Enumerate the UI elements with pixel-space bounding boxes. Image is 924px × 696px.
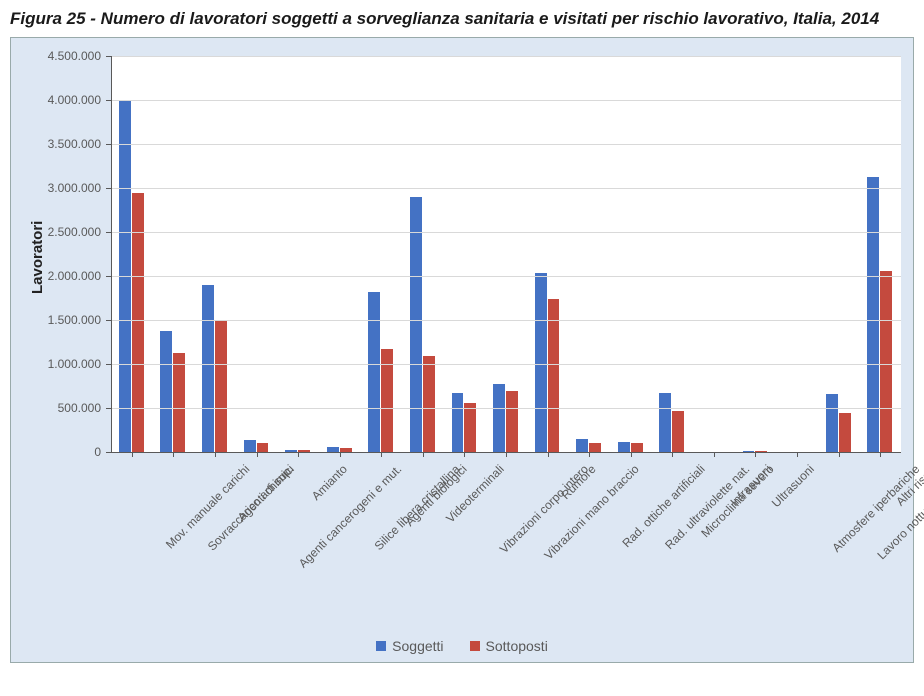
x-tick-mark: [340, 452, 341, 457]
y-axis-line: [111, 56, 112, 452]
bar: [880, 271, 892, 452]
gridline: [111, 232, 901, 233]
x-tick-mark: [672, 452, 673, 457]
bar: [535, 273, 547, 453]
bar: [672, 411, 684, 452]
x-tick-mark: [215, 452, 216, 457]
bar: [452, 393, 464, 452]
bar: [257, 443, 269, 453]
bar: [244, 440, 256, 452]
legend: Soggetti Sottoposti: [11, 638, 913, 654]
x-tick-mark: [797, 452, 798, 457]
y-tick-label: 3.000.000: [11, 181, 101, 195]
y-tick-label: 0: [11, 445, 101, 459]
bar: [826, 394, 838, 452]
x-category-label: Agenti cancerogeni e mut.: [295, 462, 403, 570]
bar: [618, 442, 630, 453]
bar: [506, 391, 518, 453]
gridline: [111, 144, 901, 145]
y-tick-label: 1.000.000: [11, 357, 101, 371]
x-tick-mark: [298, 452, 299, 457]
bars-layer: [111, 56, 901, 452]
gridline: [111, 320, 901, 321]
x-category-label: Agenti biologici: [403, 462, 470, 529]
y-tick-label: 3.500.000: [11, 137, 101, 151]
x-tick-mark: [631, 452, 632, 457]
x-tick-mark: [506, 452, 507, 457]
y-tick-label: 2.000.000: [11, 269, 101, 283]
legend-item: Soggetti: [376, 638, 443, 654]
bar: [589, 443, 601, 453]
bar: [464, 403, 476, 452]
plot-area: [111, 56, 901, 452]
bar: [839, 413, 851, 453]
bar: [202, 285, 214, 452]
gridline: [111, 188, 901, 189]
legend-item: Sottoposti: [470, 638, 548, 654]
y-tick-label: 4.000.000: [11, 93, 101, 107]
gridline: [111, 364, 901, 365]
x-tick-mark: [548, 452, 549, 457]
x-tick-mark: [423, 452, 424, 457]
bar: [631, 443, 643, 452]
x-tick-mark: [257, 452, 258, 457]
bar: [368, 292, 380, 452]
x-tick-mark: [464, 452, 465, 457]
legend-swatch: [470, 641, 480, 651]
bar: [173, 353, 185, 452]
gridline: [111, 408, 901, 409]
bar: [423, 356, 435, 452]
gridline: [111, 100, 901, 101]
x-category-label: Atmosfere iperbariche: [829, 462, 922, 555]
x-tick-mark: [755, 452, 756, 457]
bar: [576, 439, 588, 452]
x-tick-mark: [589, 452, 590, 457]
x-tick-mark: [714, 452, 715, 457]
bar: [548, 299, 560, 452]
y-tick-label: 4.500.000: [11, 49, 101, 63]
x-category-label: Ultrasuoni: [769, 462, 817, 510]
x-category-label: Mov. manuale carichi: [163, 462, 252, 551]
x-tick-mark: [880, 452, 881, 457]
y-tick-label: 2.500.000: [11, 225, 101, 239]
legend-swatch: [376, 641, 386, 651]
x-tick-mark: [381, 452, 382, 457]
legend-label: Soggetti: [392, 638, 443, 654]
bar: [160, 331, 172, 452]
gridline: [111, 56, 901, 57]
x-tick-mark: [839, 452, 840, 457]
x-tick-mark: [132, 452, 133, 457]
bar: [659, 393, 671, 452]
bar: [410, 197, 422, 452]
y-tick-label: 500.000: [11, 401, 101, 415]
figure-title: Figura 25 - Numero di lavoratori soggett…: [10, 8, 914, 29]
bar: [215, 320, 227, 452]
x-category-label: Amianto: [309, 462, 350, 503]
gridline: [111, 276, 901, 277]
bar: [867, 177, 879, 452]
x-tick-mark: [173, 452, 174, 457]
legend-label: Sottoposti: [486, 638, 548, 654]
bar: [493, 384, 505, 453]
chart-area: Lavoratori 0500.0001.000.0001.500.0002.0…: [10, 37, 914, 663]
y-tick-label: 1.500.000: [11, 313, 101, 327]
